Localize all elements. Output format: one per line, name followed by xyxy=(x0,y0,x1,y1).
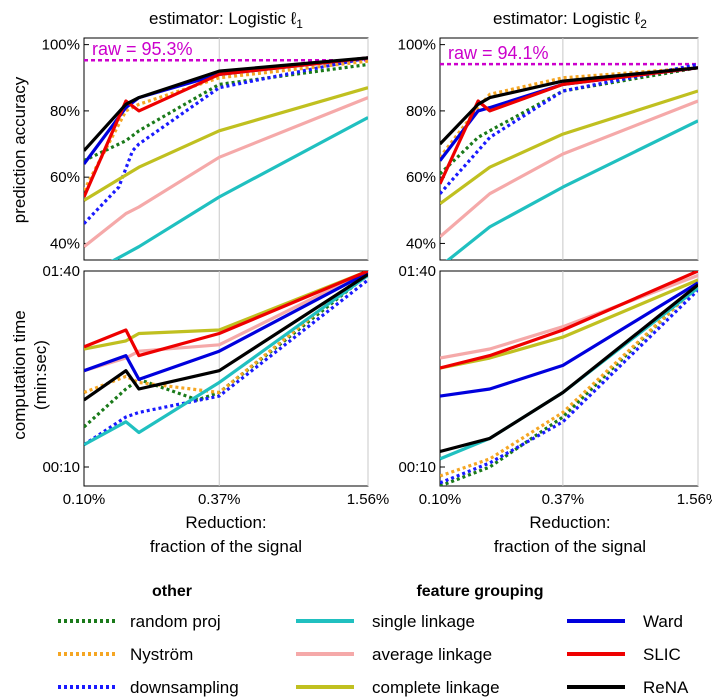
title-right: estimator: Logistic ℓ2 xyxy=(493,9,647,31)
panel-accuracy-l1: 40% 60% 80% 100% raw = 95.3% xyxy=(42,37,369,261)
series-line-ward xyxy=(84,271,368,381)
ylabel-time-line1: computation time xyxy=(10,310,29,439)
xlabel-right-line1: Reduction: xyxy=(529,513,610,532)
series-line-complete xyxy=(84,271,368,351)
series-line-random_proj xyxy=(84,62,368,163)
x-tick-label: 0.37% xyxy=(198,491,241,508)
series-line-nystrom xyxy=(84,271,368,395)
series-line-random_proj xyxy=(84,273,368,429)
y-tick-label: 80% xyxy=(50,103,80,120)
xlabel-left-line1: Reduction: xyxy=(185,513,266,532)
series-line-average xyxy=(84,96,368,248)
legend-label-single: single linkage xyxy=(372,612,475,631)
series-line-single xyxy=(445,119,698,260)
y-tick-label: 00:10 xyxy=(398,459,436,476)
x-tick-label: 1.56% xyxy=(347,491,390,508)
y-tick-label: 80% xyxy=(406,103,436,120)
series-line-single xyxy=(440,286,698,461)
raw-reference-label: raw = 95.3% xyxy=(92,39,193,59)
series-line-slic xyxy=(84,56,368,198)
legend-label-nystrom: Nyström xyxy=(130,645,193,664)
series-line-downsampling xyxy=(440,62,698,195)
panel-accuracy-l2: 40% 60% 80% 100% raw = 94.1% xyxy=(398,37,699,261)
series-line-complete xyxy=(440,89,698,205)
panel-time-l1: 00:10 01:40 0.10% 0.37% 1.56% xyxy=(42,263,389,508)
legend-grouping-title: feature grouping xyxy=(416,583,543,600)
series-lines xyxy=(84,271,368,447)
xlabel-left-line2: fraction of the signal xyxy=(150,537,302,556)
legend-label-downsampling: downsampling xyxy=(130,678,239,697)
series-line-slic xyxy=(440,271,698,370)
legend-label-slic: SLIC xyxy=(643,645,681,664)
series-line-complete xyxy=(84,86,368,202)
legend-label-ward: Ward xyxy=(643,612,683,631)
legend-other-title: other xyxy=(152,583,192,600)
legend-label-rena: ReNA xyxy=(643,678,689,697)
y-tick-label: 40% xyxy=(406,235,436,252)
y-tick-label: 60% xyxy=(50,169,80,186)
y-tick-label: 00:10 xyxy=(42,459,80,476)
series-lines xyxy=(440,62,698,260)
series-lines xyxy=(440,271,698,486)
legend-label-complete: complete linkage xyxy=(372,678,500,697)
series-line-nystrom xyxy=(440,66,698,159)
legend-label-random_proj: random proj xyxy=(130,612,221,631)
legend-label-average: average linkage xyxy=(372,645,492,664)
plot-frame xyxy=(439,270,699,487)
title-left: estimator: Logistic ℓ1 xyxy=(149,9,303,31)
series-line-slic xyxy=(440,66,698,185)
series-line-downsampling xyxy=(84,56,368,225)
ylabel-time-line2: (min:sec) xyxy=(31,340,50,410)
series-lines xyxy=(84,56,368,260)
series-line-slic xyxy=(84,271,368,358)
panel-time-l2: 00:10 01:40 0.10% 0.37% 1.56% xyxy=(398,263,712,508)
series-line-rena xyxy=(84,56,368,152)
y-tick-label: 100% xyxy=(398,37,436,54)
series-line-random_proj xyxy=(440,66,698,176)
series-line-nystrom xyxy=(440,284,698,478)
x-tick-label: 1.56% xyxy=(677,491,712,508)
raw-reference-label: raw = 94.1% xyxy=(448,43,549,63)
x-tick-label: 0.37% xyxy=(542,491,585,508)
y-tick-label: 01:40 xyxy=(42,263,80,280)
series-line-rena xyxy=(84,273,368,402)
ylabel-accuracy: prediction accuracy xyxy=(10,76,29,223)
series-line-nystrom xyxy=(84,59,368,192)
y-tick-label: 100% xyxy=(42,37,80,54)
y-tick-label: 01:40 xyxy=(398,263,436,280)
legend: other feature grouping random proj Nyströ… xyxy=(58,583,689,697)
series-line-rena xyxy=(440,66,698,146)
series-line-average xyxy=(440,99,698,239)
series-line-single xyxy=(84,274,368,447)
y-tick-label: 40% xyxy=(50,235,80,252)
x-tick-label: 0.10% xyxy=(419,491,462,508)
y-tick-label: 60% xyxy=(406,169,436,186)
series-line-rena xyxy=(440,283,698,454)
series-line-downsampling xyxy=(440,288,698,485)
series-line-single xyxy=(111,116,368,260)
xlabel-right-line2: fraction of the signal xyxy=(494,537,646,556)
series-line-ward xyxy=(440,281,698,398)
x-tick-label: 0.10% xyxy=(63,491,106,508)
